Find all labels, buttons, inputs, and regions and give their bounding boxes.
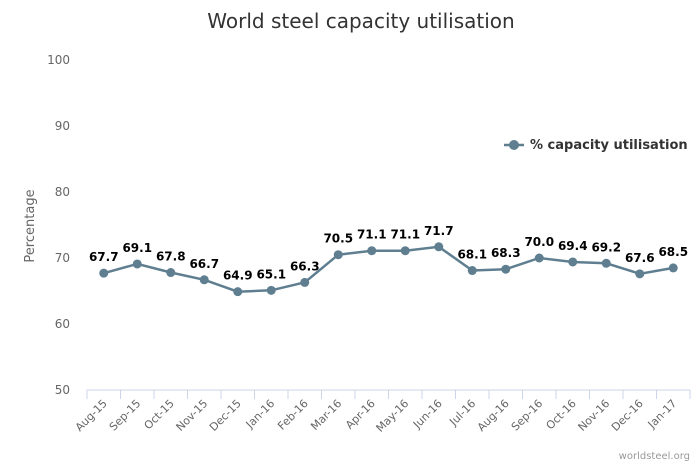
legend[interactable]: % capacity utilisation bbox=[504, 138, 688, 153]
data-point[interactable] bbox=[199, 275, 209, 285]
x-tick-label: Jan-17 bbox=[645, 397, 680, 432]
data-point[interactable] bbox=[99, 268, 109, 278]
y-tick-label: 50 bbox=[55, 383, 70, 397]
series-line bbox=[103, 245, 674, 293]
x-tick-label: Oct-16 bbox=[544, 397, 579, 432]
x-tick-label: Dec-16 bbox=[609, 397, 646, 434]
data-label: 67.7 bbox=[89, 250, 119, 264]
data-point[interactable] bbox=[166, 268, 176, 278]
data-label: 68.3 bbox=[491, 246, 521, 260]
data-label: 64.9 bbox=[223, 269, 253, 283]
data-label: 69.2 bbox=[591, 240, 621, 254]
data-point[interactable] bbox=[400, 246, 410, 256]
data-label: 69.1 bbox=[122, 241, 152, 255]
data-point[interactable] bbox=[300, 277, 310, 287]
data-label: 71.7 bbox=[424, 224, 454, 238]
legend-marker bbox=[509, 140, 519, 150]
x-tick-label: Jun-16 bbox=[410, 397, 445, 432]
legend-label: % capacity utilisation bbox=[530, 138, 688, 153]
x-tick-label: May-16 bbox=[374, 397, 412, 435]
data-point[interactable] bbox=[501, 264, 511, 274]
x-tick-label: Jul-16 bbox=[446, 397, 478, 429]
credit-text[interactable]: worldsteel.org bbox=[619, 451, 690, 462]
data-label: 67.8 bbox=[156, 250, 186, 264]
data-label: 68.5 bbox=[658, 245, 688, 259]
data-label: 67.6 bbox=[625, 251, 655, 265]
x-tick-label: Aug-15 bbox=[73, 397, 110, 434]
data-point[interactable] bbox=[467, 266, 477, 276]
data-point[interactable] bbox=[568, 257, 578, 267]
y-tick-label: 60 bbox=[55, 317, 70, 331]
x-tick-label: Feb-16 bbox=[275, 397, 311, 433]
data-label: 65.1 bbox=[256, 267, 286, 281]
y-tick-label: 80 bbox=[55, 185, 70, 199]
x-tick-label: Dec-15 bbox=[207, 397, 244, 434]
data-label: 66.3 bbox=[290, 259, 320, 273]
y-axis-label: Percentage bbox=[23, 189, 38, 262]
y-axis-ticks: 50 60 70 80 90 100 bbox=[47, 53, 70, 397]
data-label: 70.5 bbox=[323, 232, 353, 246]
data-point[interactable] bbox=[266, 285, 276, 295]
data-label: 68.1 bbox=[457, 248, 487, 262]
y-tick-label: 90 bbox=[55, 119, 70, 133]
data-label: 70.0 bbox=[524, 235, 554, 249]
y-tick-label: 100 bbox=[47, 53, 70, 67]
data-label: 69.4 bbox=[558, 239, 588, 253]
x-tick-label: Oct-15 bbox=[142, 397, 177, 432]
data-point[interactable] bbox=[132, 259, 142, 269]
data-point[interactable] bbox=[434, 242, 444, 252]
x-tick-label: Jan-16 bbox=[243, 397, 278, 432]
y-tick-label: 70 bbox=[55, 251, 70, 265]
data-label: 66.7 bbox=[189, 257, 219, 271]
data-point[interactable] bbox=[367, 246, 377, 256]
data-label: 71.1 bbox=[390, 228, 420, 242]
x-tick-label: Nov-15 bbox=[174, 397, 211, 434]
x-tick-label: Aug-16 bbox=[475, 397, 512, 434]
x-tick-label: Sep-15 bbox=[107, 397, 144, 434]
data-point[interactable] bbox=[668, 263, 678, 273]
x-tick-label: Nov-16 bbox=[576, 397, 613, 434]
data-label: 71.1 bbox=[357, 228, 387, 242]
x-tick-label: Apr-16 bbox=[343, 397, 378, 432]
x-tick-label: Mar-16 bbox=[308, 397, 344, 433]
data-point[interactable] bbox=[333, 250, 343, 260]
chart-title: World steel capacity utilisation bbox=[207, 9, 514, 33]
data-point[interactable] bbox=[601, 258, 611, 268]
data-point[interactable] bbox=[635, 269, 645, 279]
data-labels: 67.769.1 67.866.7 64.9 65.1 66.370.5 71.1 71.1… bbox=[89, 224, 688, 283]
x-tick-label: Sep-16 bbox=[509, 397, 546, 434]
data-point[interactable] bbox=[233, 287, 243, 297]
data-point[interactable] bbox=[534, 253, 544, 263]
data-points bbox=[99, 242, 678, 297]
